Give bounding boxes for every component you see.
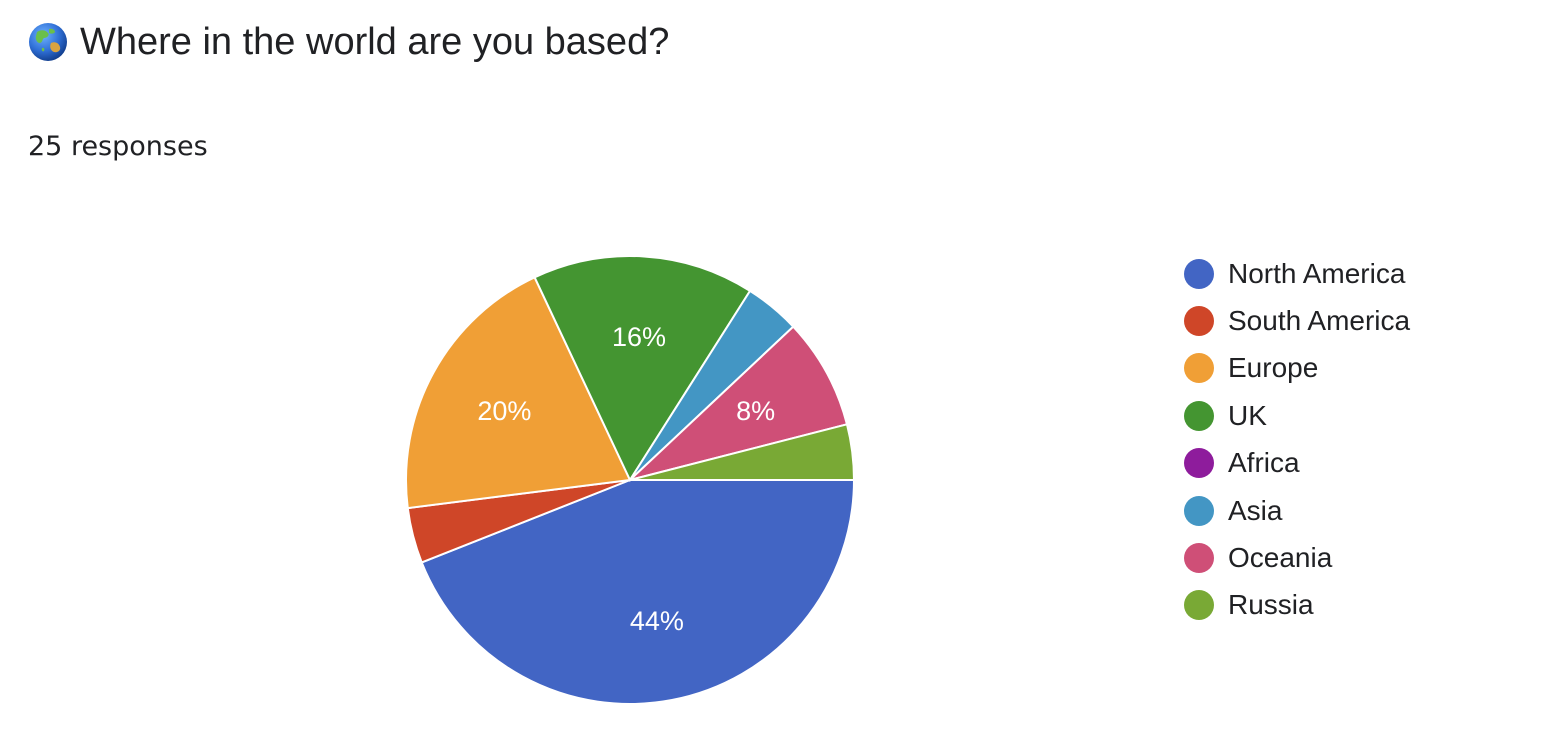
legend-swatch <box>1184 448 1214 479</box>
pie-slice-north-america[interactable] <box>420 479 856 705</box>
slice-percent-label: 20% <box>477 396 531 426</box>
response-count: 25 responses <box>28 131 208 162</box>
legend-label: Russia <box>1228 589 1314 621</box>
legend-label: Asia <box>1228 494 1283 526</box>
legend-swatch <box>1184 543 1214 574</box>
question-header: Where in the world are you based? <box>28 14 669 70</box>
legend-label: North America <box>1228 257 1406 289</box>
legend-swatch <box>1184 258 1214 289</box>
legend-label: UK <box>1228 399 1267 431</box>
legend-item-oceania[interactable]: Oceania <box>1184 534 1524 581</box>
legend-item-russia[interactable]: Russia <box>1184 582 1524 629</box>
legend-item-south-america[interactable]: South America <box>1184 297 1524 344</box>
legend-item-north-america[interactable]: North America <box>1184 250 1524 297</box>
legend-swatch <box>1184 306 1214 337</box>
pie-chart: 44% 20% 16% 8% <box>405 255 856 705</box>
legend-item-africa[interactable]: Africa <box>1184 440 1524 487</box>
legend-item-europe[interactable]: Europe <box>1184 345 1524 392</box>
pie-slice-oceania[interactable] <box>629 325 849 481</box>
legend-swatch <box>1184 590 1214 621</box>
legend-label: Europe <box>1228 352 1319 384</box>
pie-slice-europe[interactable] <box>405 275 632 510</box>
slice-percent-label: 8% <box>736 396 775 426</box>
question-title: Where in the world are you based? <box>80 20 670 63</box>
legend-item-uk[interactable]: UK <box>1184 392 1524 439</box>
slice-percent-label: 16% <box>612 322 666 352</box>
legend-label: South America <box>1228 305 1411 337</box>
legend-item-asia[interactable]: Asia <box>1184 487 1524 534</box>
pie-slice-russia[interactable] <box>629 423 856 481</box>
legend-label: Africa <box>1228 447 1300 479</box>
legend-swatch <box>1184 353 1214 384</box>
chart-legend: North America South America Europe UK Africa… <box>1184 250 1524 629</box>
globe-asia-australia-icon <box>28 22 68 62</box>
legend-swatch <box>1184 495 1214 526</box>
slice-percent-label: 44% <box>630 606 684 636</box>
legend-label: Oceania <box>1228 542 1333 574</box>
legend-swatch <box>1184 400 1214 431</box>
pie-slice-uk[interactable] <box>533 255 752 483</box>
